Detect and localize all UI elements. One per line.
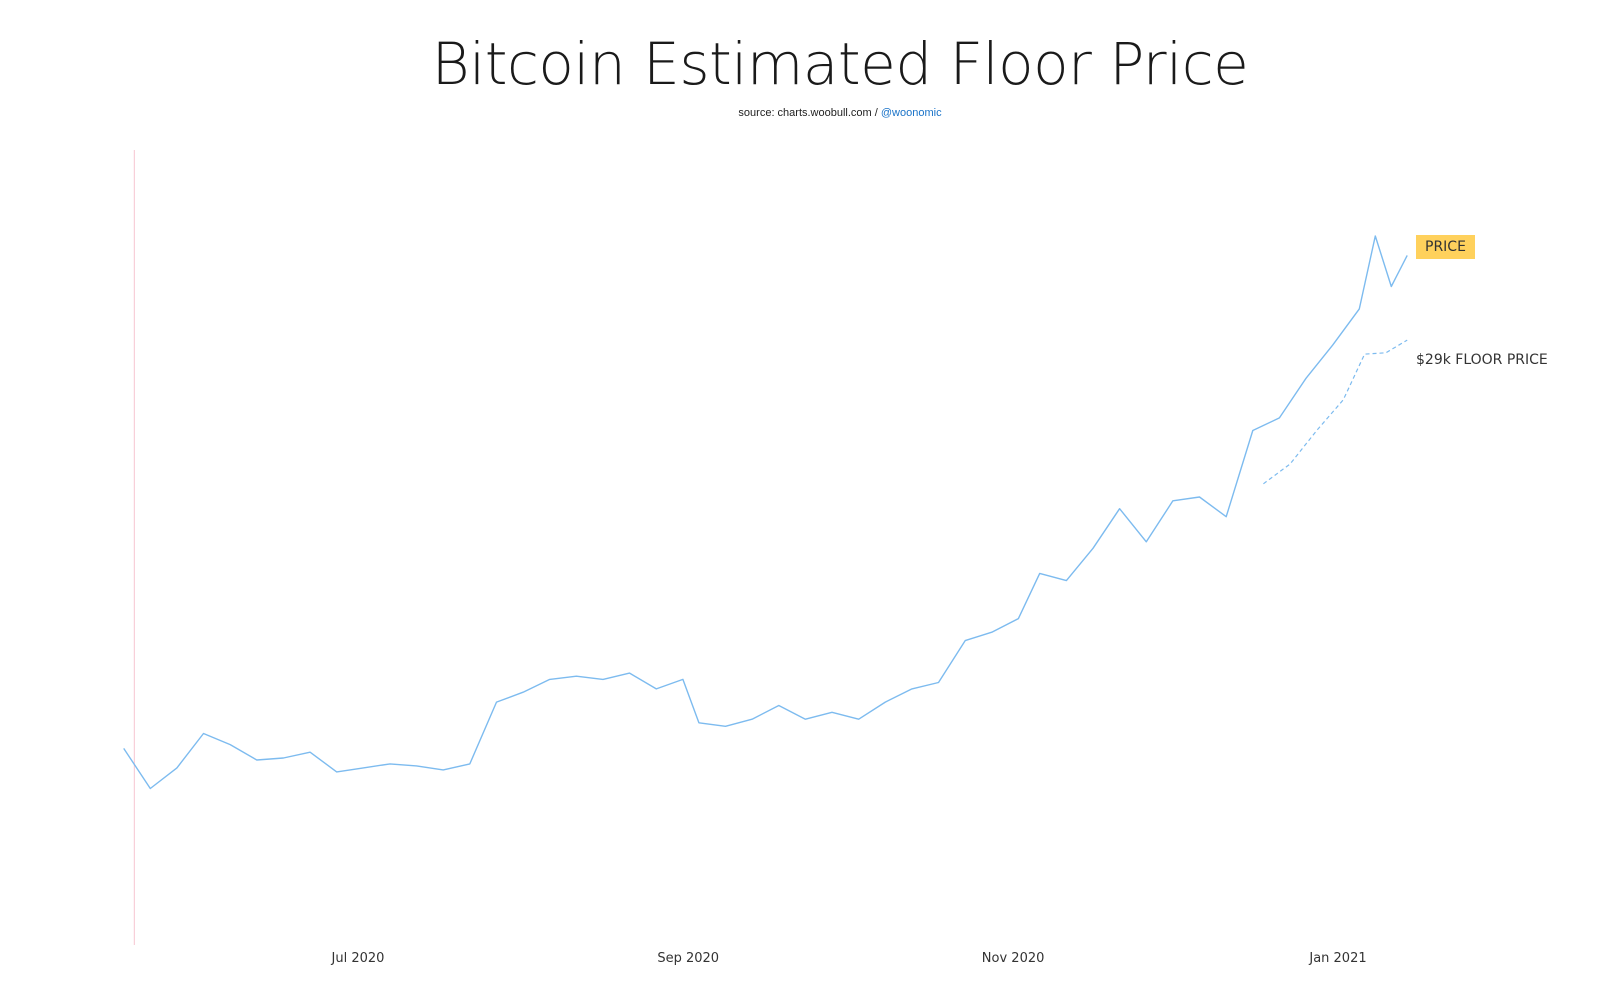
price-series-label: PRICE [1416,235,1475,259]
x-axis-tick-label: Nov 2020 [982,951,1045,966]
source-handle-link[interactable]: @woonomic [880,107,942,119]
chart-title: Bitcoin Estimated Floor Price [431,30,1249,98]
floor-series-label: $29k FLOOR PRICE [1416,352,1548,368]
x-axis-tick-label: Sep 2020 [657,951,719,966]
source-text: source: charts.woobull.com / [738,107,881,119]
floor-price-series-line [1263,339,1408,485]
x-axis-tick-label: Jul 2020 [331,951,385,966]
x-axis-tick-label: Jan 2021 [1308,951,1366,966]
source-line: source: charts.woobull.com / @woonomic [40,107,1600,119]
price-series-line [123,235,1408,790]
